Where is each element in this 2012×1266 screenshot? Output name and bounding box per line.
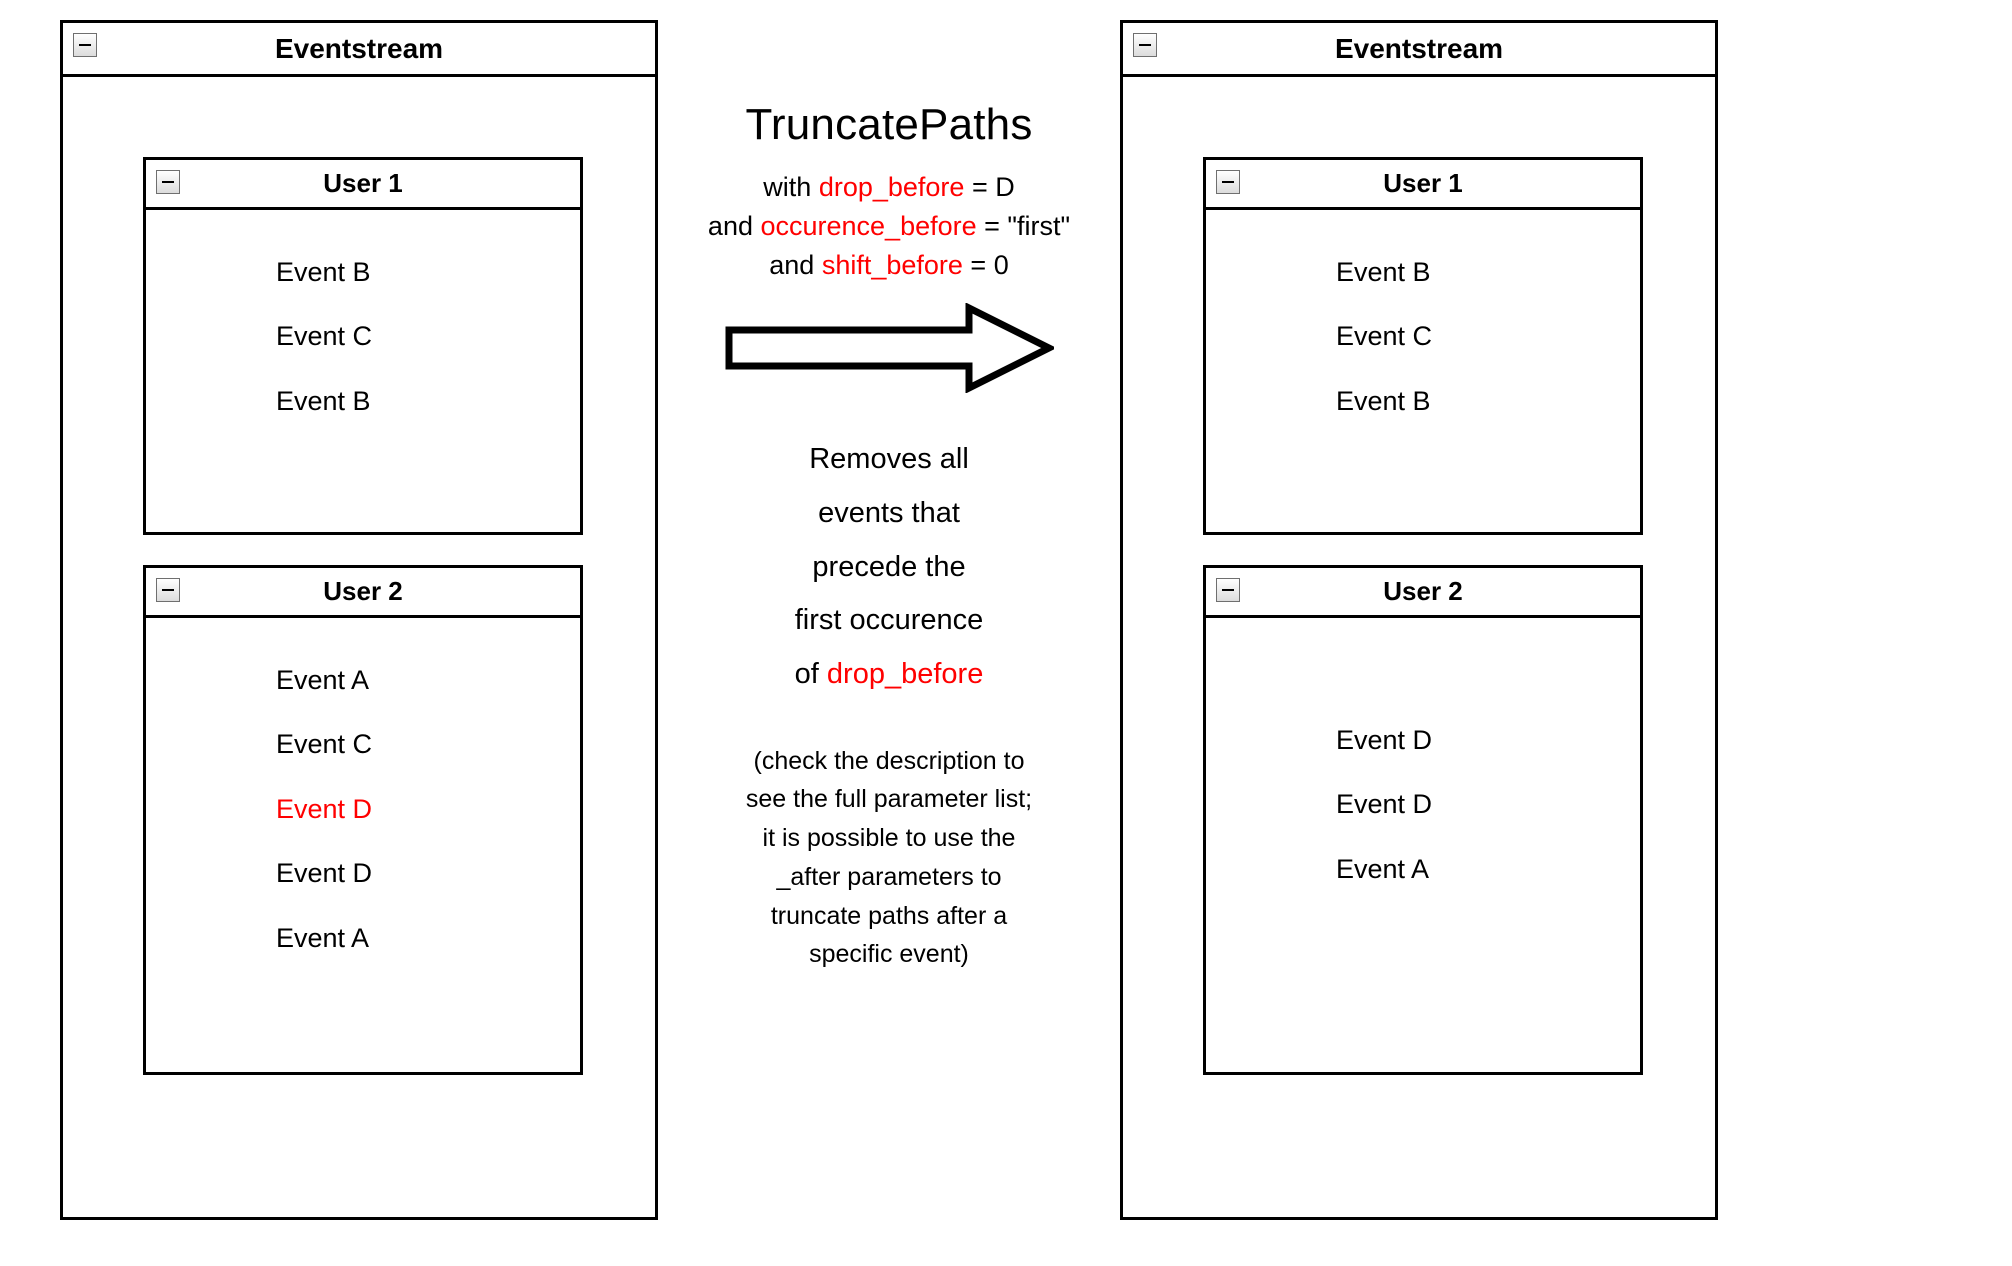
user-box: User 1 Event B Event C Event B (1203, 157, 1643, 535)
user-body: Event D Event D Event A (1206, 618, 1640, 915)
event-item: Event C (1206, 304, 1640, 368)
desc-line: Removes all (688, 433, 1090, 487)
right-panel-title: Eventstream (1335, 33, 1503, 65)
event-item: Event B (146, 369, 580, 433)
event-item: Event B (1206, 240, 1640, 304)
operation-note: (check the description to see the full p… (688, 742, 1090, 975)
event-item: Event A (146, 906, 580, 970)
diagram-stage: Eventstream User 1 Event B Event C Event… (60, 20, 1952, 1246)
collapse-icon[interactable] (1133, 33, 1157, 57)
right-eventstream-panel: Eventstream User 1 Event B Event C Event… (1120, 20, 1718, 1220)
operation-title: TruncatePaths (688, 100, 1090, 150)
event-item: Event B (1206, 369, 1640, 433)
event-item: Event C (146, 304, 580, 368)
desc-line: of drop_before (688, 648, 1090, 702)
collapse-icon[interactable] (73, 33, 97, 57)
note-line: _after parameters to (688, 858, 1090, 897)
note-line: specific event) (688, 935, 1090, 974)
user-title: User 1 (323, 168, 403, 199)
param-key: drop_before (819, 172, 965, 202)
user-body: Event A Event C Event D Event D Event A (146, 618, 580, 984)
collapse-icon[interactable] (156, 170, 180, 194)
user-box: User 2 Event A Event C Event D Event D E… (143, 565, 583, 1075)
param-post: = D (964, 172, 1014, 202)
user-title: User 1 (1383, 168, 1463, 199)
desc-line: first occurence (688, 594, 1090, 648)
event-item: Event A (146, 648, 580, 712)
param-pre: with (763, 172, 819, 202)
event-item: Event D (1206, 772, 1640, 836)
param-pre: and (769, 250, 822, 280)
user-body: Event B Event C Event B (146, 210, 580, 447)
param-post: = 0 (963, 250, 1009, 280)
param-pre: and (708, 211, 761, 241)
note-line: truncate paths after a (688, 897, 1090, 936)
arrow-right-icon (724, 303, 1054, 393)
user-header: User 2 (146, 568, 580, 618)
event-item: Event C (146, 712, 580, 776)
desc-key: drop_before (827, 658, 983, 690)
user-body: Event B Event C Event B (1206, 210, 1640, 447)
event-item: Event A (1206, 837, 1640, 901)
left-eventstream-panel: Eventstream User 1 Event B Event C Event… (60, 20, 658, 1220)
note-line: (check the description to (688, 742, 1090, 781)
event-item: Event B (146, 240, 580, 304)
operation-description: Removes all events that precede the firs… (688, 433, 1090, 701)
note-line: see the full parameter list; (688, 780, 1090, 819)
user-header: User 1 (146, 160, 580, 210)
param-key: occurence_before (760, 211, 976, 241)
event-item: Event D (146, 841, 580, 905)
user-header: User 2 (1206, 568, 1640, 618)
param-line: with drop_before = D (688, 168, 1090, 207)
collapse-icon[interactable] (1216, 170, 1240, 194)
desc-line: events that (688, 487, 1090, 541)
arrow-wrap (688, 303, 1090, 393)
note-line: it is possible to use the (688, 819, 1090, 858)
desc-pre: of (795, 658, 827, 690)
user-title: User 2 (323, 576, 403, 607)
user-box: User 2 Event D Event D Event A (1203, 565, 1643, 1075)
param-line: and shift_before = 0 (688, 246, 1090, 285)
user-title: User 2 (1383, 576, 1463, 607)
user-box: User 1 Event B Event C Event B (143, 157, 583, 535)
event-item: Event D (1206, 708, 1640, 772)
user-header: User 1 (1206, 160, 1640, 210)
event-item: Event D (146, 777, 580, 841)
param-line: and occurence_before = "first" (688, 207, 1090, 246)
param-key: shift_before (822, 250, 963, 280)
param-post: = "first" (977, 211, 1070, 241)
desc-line: precede the (688, 541, 1090, 595)
operation-params: with drop_before = D and occurence_befor… (688, 168, 1090, 285)
left-panel-title: Eventstream (275, 33, 443, 65)
center-explanation: TruncatePaths with drop_before = D and o… (688, 100, 1090, 974)
collapse-icon[interactable] (156, 578, 180, 602)
left-panel-header: Eventstream (63, 23, 655, 77)
right-panel-header: Eventstream (1123, 23, 1715, 77)
collapse-icon[interactable] (1216, 578, 1240, 602)
